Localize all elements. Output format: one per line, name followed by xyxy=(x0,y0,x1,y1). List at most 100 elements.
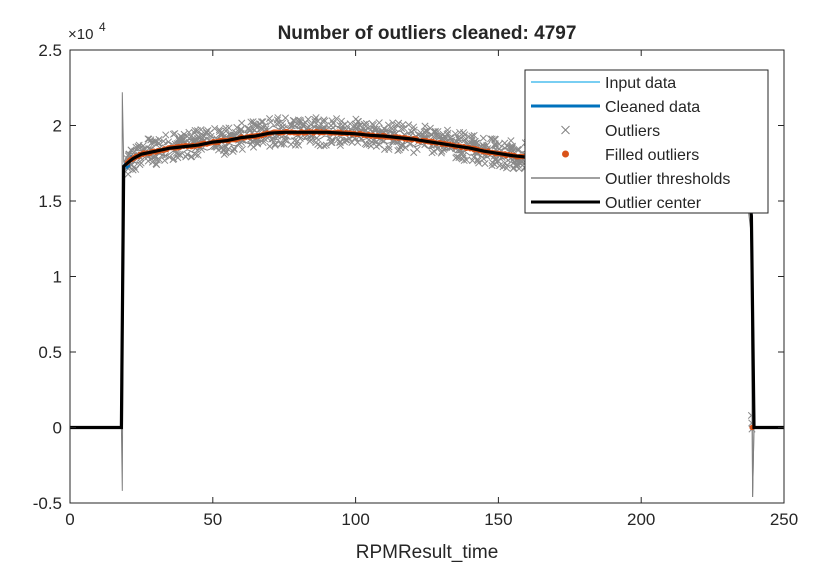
outlier-marker xyxy=(244,125,252,133)
outlier-marker xyxy=(372,138,380,146)
y-tick-label: 0.5 xyxy=(38,343,62,362)
outlier-marker xyxy=(211,125,219,133)
outlier-marker xyxy=(217,132,225,140)
outlier-marker xyxy=(287,140,295,148)
outlier-marker xyxy=(410,148,418,157)
outlier-marker xyxy=(502,164,511,172)
outlier-marker xyxy=(148,158,157,166)
legend-entry: Outlier thresholds xyxy=(531,171,730,188)
outlier-marker xyxy=(428,149,436,157)
outlier-marker xyxy=(306,137,314,145)
legend-box xyxy=(524,69,769,214)
outlier-marker xyxy=(282,136,290,144)
outlier-marker xyxy=(501,159,509,167)
outlier-marker xyxy=(454,134,462,142)
legend-entry: Cleaned data xyxy=(531,99,700,116)
outlier-marker xyxy=(127,146,135,154)
outlier-marker xyxy=(517,158,525,166)
outlier-marker xyxy=(340,138,349,146)
outlier-marker xyxy=(393,121,401,129)
outlier-marker xyxy=(510,158,518,166)
outlier-marker xyxy=(202,129,211,137)
outlier-marker xyxy=(371,125,379,133)
outlier-marker xyxy=(271,141,279,149)
outlier-marker xyxy=(382,126,391,134)
outlier-marker xyxy=(438,147,446,155)
outlier-marker xyxy=(155,135,163,143)
outlier-marker xyxy=(491,141,499,149)
outlier-marker xyxy=(471,137,479,145)
legend-label: Filled outliers xyxy=(605,147,699,164)
outlier-marker xyxy=(180,130,188,138)
outlier-marker xyxy=(458,155,466,163)
outlier-marker xyxy=(375,119,383,127)
outlier-marker xyxy=(341,120,349,128)
outlier-marker xyxy=(492,156,500,164)
x-tick-label: 100 xyxy=(341,510,369,529)
x-axis: 0 50 100 150 200 250 xyxy=(65,50,798,529)
outlier-marker xyxy=(271,140,279,148)
outlier-marker xyxy=(313,134,321,142)
legend: Input data Cleaned data Outliers Filled out… xyxy=(524,69,769,214)
legend-entry: Outliers xyxy=(561,123,660,140)
outlier-marker xyxy=(291,141,300,149)
y-tick-label: 2 xyxy=(53,117,62,136)
outlier-marker xyxy=(444,129,452,137)
outlier-marker xyxy=(249,118,257,126)
outlier-marker xyxy=(327,121,335,130)
outlier-marker xyxy=(423,127,431,135)
outlier-marker xyxy=(388,125,396,133)
outlier-marker xyxy=(506,143,514,151)
outlier-marker xyxy=(508,143,516,151)
outlier-marker xyxy=(421,122,429,130)
outlier-marker xyxy=(191,150,199,159)
legend-swatch xyxy=(561,125,570,135)
outlier-marker xyxy=(187,153,195,161)
x-tick-label: 200 xyxy=(627,510,655,529)
outlier-marker xyxy=(319,117,327,125)
y-tick-label: 1 xyxy=(53,268,62,287)
x-tick-label: 150 xyxy=(484,510,512,529)
outlier-marker xyxy=(135,141,143,149)
y-exponent-base: ×10 xyxy=(68,26,93,43)
outlier-marker xyxy=(266,142,274,150)
outlier-marker xyxy=(360,120,368,128)
outlier-marker xyxy=(410,126,418,134)
outlier-marker xyxy=(348,138,356,146)
legend-label: Outlier center xyxy=(605,195,702,212)
outlier-marker xyxy=(385,143,393,151)
legend-label: Cleaned data xyxy=(605,99,700,116)
outlier-marker xyxy=(301,134,309,142)
outlier-marker xyxy=(501,139,509,147)
x-tick-label: 250 xyxy=(770,510,798,529)
outlier-marker xyxy=(288,121,296,130)
outlier-marker xyxy=(197,126,205,134)
y-tick-label: 1.5 xyxy=(38,192,62,211)
legend-swatch xyxy=(562,150,569,158)
outlier-marker xyxy=(164,138,173,146)
outlier-marker xyxy=(145,135,153,143)
outlier-marker xyxy=(434,127,442,136)
outlier-marker xyxy=(161,152,170,160)
outlier-marker xyxy=(280,140,288,148)
outlier-marker xyxy=(165,153,173,161)
outlier-marker xyxy=(481,159,489,168)
outlier-marker xyxy=(479,134,487,142)
outlier-marker xyxy=(395,146,403,154)
outlier-marker xyxy=(367,142,375,150)
outlier-marker xyxy=(328,136,336,144)
outlier-marker xyxy=(274,114,282,122)
outlier-marker xyxy=(191,126,199,135)
legend-entry: Filled outliers xyxy=(562,147,699,164)
outlier-marker xyxy=(238,145,246,153)
outlier-marker xyxy=(428,131,436,139)
outlier-marker xyxy=(352,115,360,123)
outlier-marker xyxy=(401,144,409,152)
outlier-marker xyxy=(256,120,264,128)
outlier-marker xyxy=(225,124,233,132)
outlier-marker xyxy=(185,128,193,136)
outlier-marker xyxy=(275,119,283,127)
outlier-marker xyxy=(512,162,521,170)
outlier-marker xyxy=(230,144,238,153)
